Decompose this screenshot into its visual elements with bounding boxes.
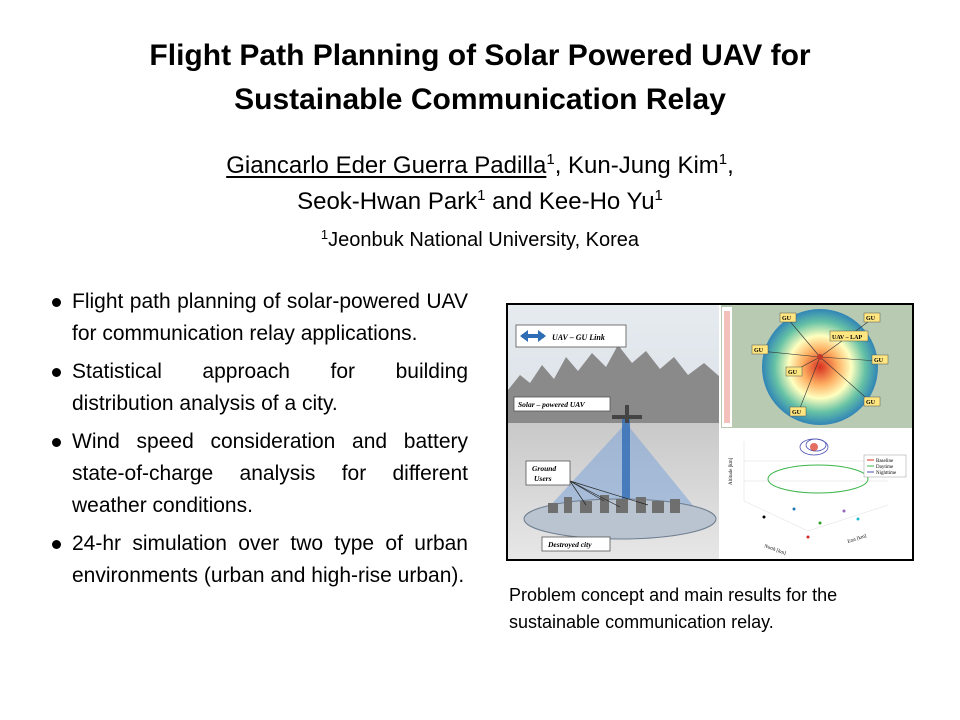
title-line-1: Flight Path Planning of Solar Powered UA…	[149, 39, 811, 72]
list-item: Statistical approach for building distri…	[48, 356, 468, 420]
lap-label-box: UAV – LAP	[829, 330, 869, 342]
heatmap-colorbar-bg	[722, 307, 732, 427]
svg-text:GU: GU	[866, 400, 876, 406]
city-label-box: Destroyed city	[541, 536, 611, 552]
solar-uav-icon	[612, 405, 642, 423]
bullet-dot-icon	[52, 368, 61, 377]
list-item: 24-hr simulation over two type of urban …	[48, 528, 468, 592]
ground-user-links	[569, 480, 649, 508]
uav-ground-link-arrow: UAV – GU Link	[515, 324, 627, 348]
svg-text:GU: GU	[788, 370, 798, 376]
ground-label-1: Ground	[532, 464, 556, 473]
svg-text:Daytime: Daytime	[876, 465, 894, 470]
concept-figure: UAV – GU Link Solar – powered UAV Ground…	[506, 303, 914, 561]
ground-users-label-box: Ground Users	[525, 460, 571, 486]
figure-graphic: UAV – GU Link Solar – powered UAV Ground…	[508, 305, 912, 559]
city-label: Destroyed city	[547, 540, 592, 549]
z-axis-label: East [km]	[847, 534, 867, 545]
author-1-sup: 1	[546, 151, 555, 168]
lap-label: UAV – LAP	[832, 335, 862, 341]
author-2: Kun-Jung Kim	[568, 152, 719, 179]
ground-label-2: Users	[534, 474, 552, 483]
bullet-text: 24-hr simulation over two type of urban …	[72, 532, 468, 587]
uav-tether-beam	[622, 417, 630, 517]
bullet-dot-icon	[52, 298, 61, 307]
link-label: UAV – GU Link	[552, 333, 605, 342]
affiliation-sup: 1	[320, 227, 329, 242]
gu-ground-points	[762, 507, 860, 539]
bullet-dot-icon	[52, 438, 61, 447]
author-3: Seok-Hwan Park	[297, 188, 478, 215]
heatmap-colorbar	[724, 311, 730, 423]
bullet-dot-icon	[52, 540, 61, 549]
author-sep: ,	[554, 152, 569, 179]
bullet-text: Flight path planning of solar-powered UA…	[72, 290, 468, 345]
svg-text:Baseline: Baseline	[876, 459, 894, 464]
author-line-1: Giancarlo Eder Guerra Padilla1, Kun-Jung…	[226, 151, 734, 179]
bullet-list: Flight path planning of solar-powered UA…	[48, 286, 468, 598]
figure-caption: Problem concept and main results for the…	[509, 585, 838, 632]
author-sep-and: and	[485, 188, 539, 215]
bullet-text: Wind speed consideration and battery sta…	[72, 430, 468, 517]
city-buildings	[548, 495, 680, 513]
y-axis-label: Altitude [km]	[729, 457, 734, 485]
author-4: Kee-Ho Yu	[538, 188, 655, 215]
svg-text:GU: GU	[754, 348, 764, 354]
svg-text:Nighttime: Nighttime	[876, 471, 897, 476]
plot-legend: Baseline Daytime Nighttime	[863, 454, 907, 478]
author-1: Giancarlo Eder Guerra Padilla	[226, 152, 547, 179]
title-line-2: Sustainable Communication Relay	[234, 83, 726, 116]
affiliation: 1Jeonbuk National University, Korea	[0, 226, 960, 254]
lap-marker	[817, 354, 823, 360]
author-line-2: Seok-Hwan Park1 and Kee-Ho Yu1	[0, 184, 960, 220]
svg-text:GU: GU	[874, 358, 884, 364]
gu-label-group: GU GU GU GU GU GU GU	[751, 312, 889, 417]
author-4-sup: 1	[654, 187, 663, 204]
uav-label-box: Solar – powered UAV	[513, 396, 611, 412]
list-item: Flight path planning of solar-powered UA…	[48, 286, 468, 350]
uav-label: Solar – powered UAV	[518, 400, 586, 409]
daytime-orbit	[767, 464, 869, 494]
baseline-marker	[810, 443, 818, 451]
author-3-sup: 1	[477, 187, 486, 204]
svg-text:GU: GU	[866, 316, 876, 322]
nighttime-orbit	[799, 438, 829, 456]
author-list: Giancarlo Eder Guerra Padilla1, Kun-Jung…	[0, 148, 960, 220]
author-2-sup: 1	[718, 151, 728, 168]
svg-text:GU: GU	[782, 316, 792, 322]
coverage-heatmap	[762, 309, 878, 425]
affiliation-text: Jeonbuk National University, Korea	[328, 229, 640, 251]
slide-title: Flight Path Planning of Solar Powered UA…	[0, 34, 960, 122]
list-item: Wind speed consideration and battery sta…	[48, 426, 468, 522]
bullet-text: Statistical approach for building distri…	[72, 360, 468, 415]
svg-text:GU: GU	[792, 410, 802, 416]
